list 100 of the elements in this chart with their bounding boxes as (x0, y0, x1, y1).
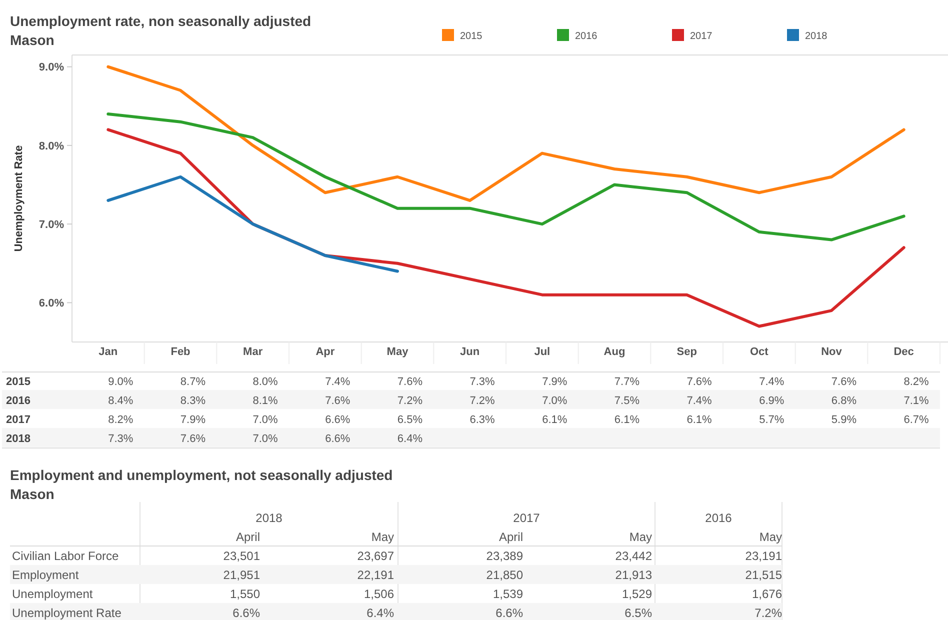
data-label: 7.6% (325, 395, 350, 407)
text: 6.6% (496, 606, 523, 620)
text: 21,515 (745, 568, 782, 582)
legend-label: 2018 (805, 31, 828, 42)
data-label: 7.6% (180, 433, 206, 445)
text: 7.2% (754, 606, 782, 620)
text: 2017 (6, 414, 30, 426)
line-series (106, 175, 399, 273)
data-label: 8.4% (108, 395, 134, 407)
data-label: 6.6% (325, 433, 350, 445)
data-label: 5.7% (759, 414, 784, 426)
line-series (106, 65, 906, 202)
text: 22,191 (357, 568, 394, 582)
x-tick-label: Jul (534, 346, 550, 358)
data-label: 7.0% (542, 395, 568, 407)
x-tick-label: Feb (170, 346, 191, 358)
legend-label: 2016 (575, 31, 598, 42)
text: 6.6% (232, 606, 260, 620)
data-label: 7.7% (614, 376, 640, 388)
data-label: 6.5% (397, 414, 423, 426)
text: 1,539 (492, 587, 523, 601)
data-label: 8.7% (180, 376, 206, 388)
x-tick-label: Nov (821, 346, 843, 358)
text: 1,550 (230, 587, 260, 601)
x-tick-label: Oct (750, 346, 769, 358)
data-label: 7.9% (542, 376, 568, 388)
legend-label: 2015 (460, 31, 483, 42)
x-tick-label: Aug (604, 346, 626, 358)
text: 1,529 (622, 587, 652, 601)
data-label: 7.4% (759, 376, 784, 388)
text: 21,850 (486, 568, 523, 582)
data-label: 7.1% (904, 395, 930, 407)
data-label: 6.1% (614, 414, 640, 426)
text: 1,506 (364, 587, 394, 601)
text: 23,389 (486, 549, 523, 563)
data-label: 7.3% (108, 433, 134, 445)
text: Mason (10, 486, 54, 502)
text: 2016 (6, 395, 30, 407)
category-label: May (759, 530, 782, 544)
text: 6.5% (624, 606, 652, 620)
data-label: 6.4% (397, 433, 423, 445)
text: 23,697 (357, 549, 394, 563)
legend-label: 2017 (690, 31, 713, 42)
data-label: 7.0% (252, 414, 278, 426)
text: 2017 (513, 511, 540, 525)
x-tick-label: Sep (676, 346, 698, 358)
text: 23,191 (745, 549, 782, 563)
category-label: May (371, 530, 394, 544)
text: 23,442 (615, 549, 652, 563)
x-tick-label: Mar (243, 346, 264, 358)
text: 6.4% (366, 606, 394, 620)
text: 2016 (705, 511, 732, 525)
data-label: 7.3% (470, 376, 496, 388)
data-label: 6.8% (831, 395, 857, 407)
text: 21,951 (223, 568, 260, 582)
data-label: 5.9% (831, 414, 857, 426)
data-label: 6.7% (904, 414, 930, 426)
x-tick-label: Apr (316, 346, 336, 358)
text: 2018 (6, 433, 30, 445)
text: 2018 (256, 511, 283, 525)
y-axis-title: Unemployment Rate (13, 145, 25, 252)
data-label: 7.4% (325, 376, 350, 388)
text: Employment and unemployment, not seasonally adjusted (10, 467, 393, 483)
category-label: Employment (12, 568, 79, 582)
data-label: 9.0% (108, 376, 134, 388)
chart-subtitle: Mason (10, 32, 54, 48)
data-label: 7.0% (252, 433, 278, 445)
y-tick-label: 7.0% (38, 218, 64, 231)
y-tick-label: 8.0% (38, 140, 64, 152)
data-label: 6.3% (470, 414, 496, 426)
text: 1,676 (752, 587, 782, 601)
data-label: 7.4% (686, 395, 712, 407)
text: 21,913 (615, 568, 652, 582)
y-tick-label: 6.0% (38, 298, 64, 310)
data-label: 6.1% (542, 414, 568, 426)
x-tick-label: Jan (98, 346, 118, 358)
category-label: May (629, 530, 652, 544)
data-label: 7.6% (686, 376, 712, 388)
line-series (106, 112, 906, 242)
x-tick-label: May (386, 346, 410, 358)
data-label: 7.6% (831, 376, 857, 388)
text: 23,501 (223, 549, 260, 563)
text: 2015 (6, 376, 30, 388)
x-tick-label: Jun (460, 346, 480, 358)
data-label: 7.6% (397, 376, 423, 388)
data-label: 7.9% (180, 414, 206, 426)
category-label: April (236, 530, 260, 544)
data-label: 7.2% (470, 395, 496, 407)
category-label: Unemployment (12, 587, 93, 601)
category-label: Civilian Labor Force (12, 549, 119, 563)
data-label: 7.5% (614, 395, 640, 407)
data-label: 8.2% (904, 376, 930, 388)
data-label: 7.2% (397, 395, 423, 407)
x-tick-label: Dec (894, 346, 914, 358)
chart-title: Unemployment rate, non seasonally adjusted (10, 13, 312, 29)
data-label: 8.1% (252, 395, 278, 407)
data-label: 6.9% (759, 395, 784, 407)
data-label: 8.2% (108, 414, 134, 426)
data-label: 6.6% (325, 414, 350, 426)
data-label: 6.1% (686, 414, 712, 426)
